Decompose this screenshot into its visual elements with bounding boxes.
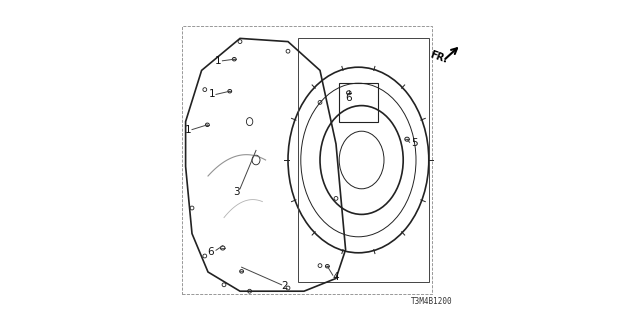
Text: 2: 2 (281, 281, 287, 291)
Text: 4: 4 (332, 272, 339, 283)
Text: 1: 1 (215, 56, 222, 66)
Text: FR.: FR. (428, 50, 449, 65)
Text: 1: 1 (185, 125, 191, 135)
Text: 6: 6 (207, 247, 214, 257)
Text: 5: 5 (411, 138, 418, 148)
Text: T3M4B1200: T3M4B1200 (411, 297, 453, 306)
Text: 3: 3 (233, 187, 239, 197)
Text: 6: 6 (345, 92, 351, 103)
Text: 1: 1 (209, 89, 216, 100)
